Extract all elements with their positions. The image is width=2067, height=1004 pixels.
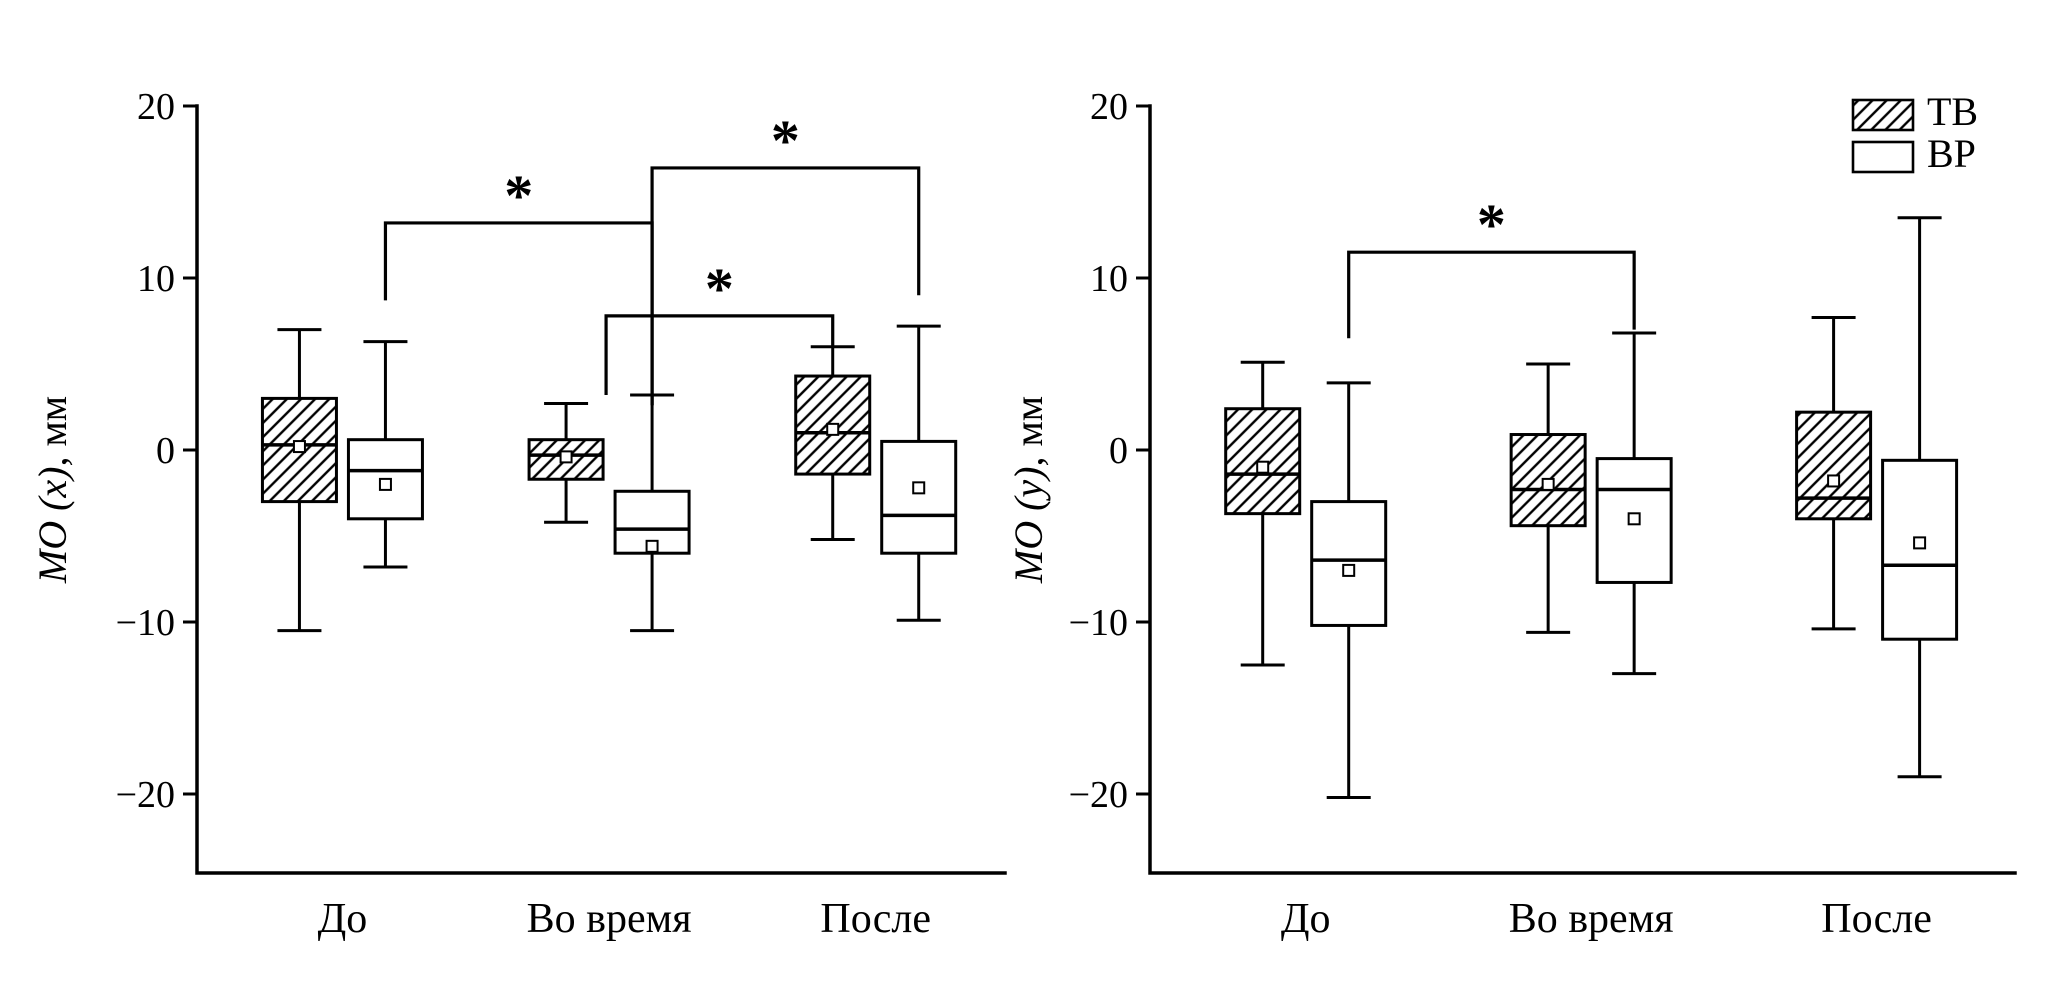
iqr-box — [1881, 458, 1959, 641]
mean-marker — [559, 450, 573, 464]
y-axis-label: MO (y), мм — [1006, 396, 1051, 584]
sig-bracket — [604, 314, 835, 395]
sig-star: * — [771, 108, 800, 173]
y-tick-label: −20 — [1069, 774, 1128, 816]
sig-bracket — [383, 221, 654, 406]
legend-swatch-tv — [1851, 98, 1915, 132]
mean-marker — [1541, 477, 1555, 491]
y-tick-label: 10 — [137, 258, 175, 300]
box-1-tv-1 — [1509, 362, 1587, 634]
x-category-label: Во время — [1509, 896, 1674, 942]
mean-marker — [292, 440, 306, 454]
sig-star: * — [1477, 192, 1506, 257]
box-0-vr-2 — [880, 324, 958, 622]
x-category-label: После — [820, 896, 931, 942]
mean-marker — [912, 481, 926, 495]
y-axis-label-units: , мм — [30, 396, 75, 467]
x-category-label: Во время — [527, 896, 692, 942]
box-1-vr-0 — [1310, 381, 1388, 799]
x-category-label: До — [1281, 896, 1331, 942]
box-1-vr-2 — [1881, 216, 1959, 779]
box-0-vr-0 — [346, 340, 424, 569]
box-0-tv-2 — [794, 345, 872, 541]
y-tick-label: 0 — [1109, 430, 1128, 472]
sig-bracket — [650, 166, 921, 406]
sig-bracket — [1347, 250, 1636, 339]
iqr-box — [1310, 500, 1388, 627]
mean-marker — [1827, 474, 1841, 488]
y-tick-label: −10 — [116, 602, 175, 644]
mean-marker — [1256, 460, 1270, 474]
y-axis-label-italic: MO (y) — [1006, 467, 1051, 585]
y-axis-label-units: , мм — [1006, 396, 1051, 467]
box-0-tv-1 — [527, 402, 605, 524]
sig-star: * — [504, 163, 533, 228]
legend-label-vr: ВР — [1927, 131, 1976, 176]
box-1-vr-1 — [1595, 331, 1673, 676]
y-tick-label: 10 — [1090, 258, 1128, 300]
mean-marker — [1342, 563, 1356, 577]
box-1-tv-2 — [1795, 316, 1873, 631]
mean-marker — [826, 422, 840, 436]
y-tick-label: 20 — [1090, 86, 1128, 128]
panel-0: 20 10 0 −10 −20 MO (x), мм До Во время После * * * — [30, 86, 1007, 942]
panel-1: 20 10 0 −10 −20 MO (y), мм До Во время После * — [1006, 86, 2017, 942]
mean-marker — [1627, 512, 1641, 526]
y-tick-label: −20 — [116, 774, 175, 816]
y-tick-label: 20 — [137, 86, 175, 128]
y-axis-label: MO (x), мм — [30, 396, 75, 584]
y-tick-label: 0 — [156, 430, 175, 472]
iqr-box — [1795, 410, 1873, 521]
axes — [1148, 104, 2017, 875]
box-0-tv-0 — [260, 328, 338, 633]
sig-star: * — [705, 256, 734, 321]
legend-swatch-vr — [1851, 140, 1915, 174]
box-1-tv-0 — [1224, 360, 1302, 667]
y-tick-label: −10 — [1069, 602, 1128, 644]
x-category-label: После — [1821, 896, 1932, 942]
mean-marker — [378, 477, 392, 491]
y-axis-label-italic: MO (x) — [30, 467, 75, 585]
mean-marker — [1913, 536, 1927, 550]
x-category-label: До — [318, 896, 368, 942]
iqr-box — [880, 439, 958, 555]
legend-label-tv: ТВ — [1927, 89, 1978, 134]
mean-marker — [645, 539, 659, 553]
box-0-vr-1 — [613, 393, 691, 633]
axes — [195, 104, 1007, 875]
